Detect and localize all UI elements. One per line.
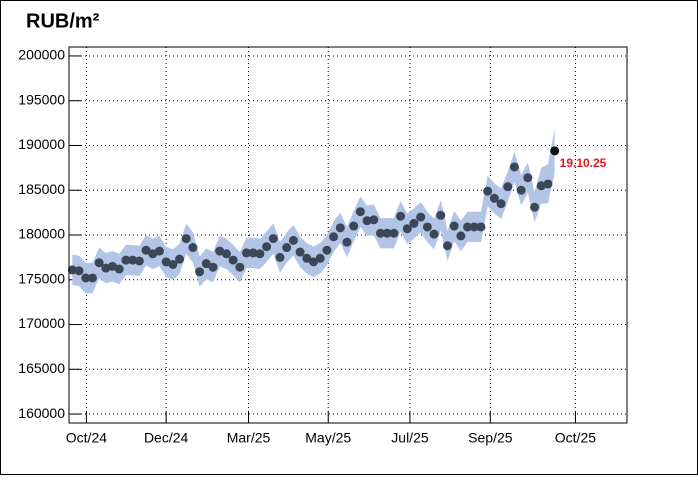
plot-frame	[68, 46, 628, 424]
data-point	[355, 207, 365, 217]
data-point	[188, 243, 198, 253]
x-tick-label: Oct/24	[66, 430, 107, 446]
data-point	[476, 222, 486, 232]
data-point	[362, 216, 372, 226]
data-point	[74, 266, 84, 276]
data-point	[516, 185, 526, 195]
x-tick-label: May/25	[305, 430, 351, 446]
data-point	[201, 259, 211, 269]
data-point	[409, 218, 419, 228]
data-point	[94, 258, 104, 268]
chart-title: RUB/m²	[26, 10, 100, 32]
data-point	[208, 262, 218, 272]
data-point	[87, 273, 97, 283]
data-point	[134, 256, 144, 266]
data-point	[422, 222, 432, 232]
y-tick-label: 200000	[18, 47, 65, 63]
data-point	[402, 224, 412, 234]
x-tick-label: Dec/24	[144, 430, 189, 446]
data-point	[228, 255, 238, 265]
data-point	[456, 231, 466, 241]
annotation: 19.10.25	[560, 156, 607, 170]
y-tick-label: 175000	[18, 270, 65, 286]
data-point	[416, 212, 426, 222]
data-point	[463, 222, 473, 232]
data-point	[550, 146, 560, 156]
y-tick-label: 185000	[18, 181, 65, 197]
data-point	[429, 229, 439, 239]
x-tick-label: Jul/25	[391, 430, 429, 446]
data-point	[489, 193, 499, 203]
data-point	[282, 243, 292, 253]
data-point	[523, 173, 533, 183]
data-point	[154, 246, 164, 256]
data-point	[436, 210, 446, 220]
data-point	[195, 267, 205, 277]
data-point	[262, 242, 272, 252]
data-point	[329, 232, 339, 242]
x-tick-label: Oct/25	[555, 430, 596, 446]
data-point	[503, 182, 513, 192]
data-point	[114, 264, 124, 274]
y-tick-label: 170000	[18, 315, 65, 331]
data-point	[67, 265, 77, 275]
data-point	[543, 179, 553, 189]
data-point	[302, 253, 312, 263]
data-point	[530, 202, 540, 212]
x-tick-label: Mar/25	[227, 430, 271, 446]
data-point	[81, 273, 91, 283]
x-tick-label: Sep/25	[468, 430, 513, 446]
data-point	[221, 249, 231, 259]
data-point	[483, 186, 493, 196]
data-point	[168, 260, 178, 270]
data-point	[375, 228, 385, 238]
data-point	[396, 211, 406, 221]
data-point	[255, 249, 265, 259]
y-tick-label: 160000	[18, 405, 65, 421]
data-point	[322, 245, 332, 255]
data-point	[449, 221, 459, 231]
y-tick-label: 180000	[18, 226, 65, 242]
data-point	[389, 228, 399, 238]
data-point	[369, 215, 379, 225]
data-point	[315, 253, 325, 263]
data-point	[349, 221, 359, 231]
data-point	[242, 248, 252, 258]
data-point	[335, 223, 345, 233]
data-point	[509, 162, 519, 172]
data-point	[342, 237, 352, 247]
data-point	[248, 248, 258, 258]
data-point	[309, 257, 319, 267]
data-point	[268, 234, 278, 244]
data-point	[235, 262, 245, 272]
data-point	[382, 228, 392, 238]
data-point	[469, 222, 479, 232]
data-point	[288, 235, 298, 245]
data-point	[121, 255, 131, 265]
y-tick-label: 195000	[18, 91, 65, 107]
data-point	[175, 254, 185, 264]
data-point	[128, 255, 138, 265]
data-point	[442, 241, 452, 251]
y-tick-label: 190000	[18, 136, 65, 152]
data-point	[295, 247, 305, 257]
y-tick-label: 165000	[18, 360, 65, 376]
data-point	[141, 245, 151, 255]
data-point	[181, 234, 191, 244]
data-point	[275, 252, 285, 262]
data-point	[496, 199, 506, 209]
